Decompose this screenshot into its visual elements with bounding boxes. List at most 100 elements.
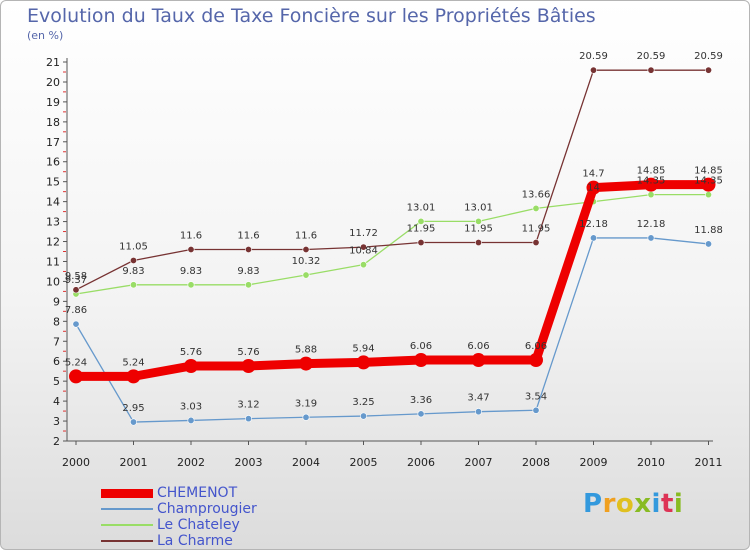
data-point-champrougier (302, 413, 310, 421)
data-label-le-chateley: 14.35 (694, 176, 723, 187)
data-point-la-charme (704, 66, 712, 74)
chart-unit-label: (en %) (27, 29, 64, 42)
data-point-champrougier (72, 320, 80, 328)
y-tick-label: 6 (53, 355, 60, 368)
x-tick-label: 2009 (580, 456, 608, 469)
data-label-chemenot: 5.88 (295, 345, 317, 356)
chart-data-labels: 7.86 2.95 3.03 3.12 3.19 3.25 3.36 3.47 3.54 12.1… (65, 51, 723, 414)
y-tick-label: 8 (53, 315, 60, 328)
data-point-le-chateley (704, 191, 712, 199)
data-label-champrougier: 3.03 (180, 401, 202, 412)
data-label-chemenot: 5.94 (352, 343, 374, 354)
legend-swatch-chemenot (101, 488, 153, 498)
data-point-chemenot (299, 356, 313, 371)
y-tick-label: 14 (46, 196, 60, 209)
y-tick-label: 20 (46, 76, 60, 89)
data-label-le-chateley: 13.01 (464, 202, 493, 213)
data-point-champrougier (359, 412, 367, 420)
series-line-chemenot (71, 180, 713, 381)
x-tick-label: 2006 (407, 456, 435, 469)
data-point-champrougier (245, 415, 253, 423)
data-label-la-charme: 20.59 (579, 51, 608, 62)
y-tick-label: 18 (46, 116, 60, 129)
legend-swatch-champrougier (101, 508, 153, 510)
data-point-champrougier (417, 410, 425, 418)
y-tick-label: 17 (46, 136, 60, 149)
data-label-la-charme: 11.72 (349, 228, 378, 239)
data-point-le-chateley (359, 261, 367, 269)
data-label-chemenot: 14.85 (637, 166, 666, 177)
data-point-la-charme (245, 246, 253, 254)
data-point-champrougier (704, 240, 712, 248)
legend-label-chemenot: CHEMENOT (157, 485, 238, 501)
x-tick-label: 2003 (235, 456, 263, 469)
series-line-champrougier (75, 237, 710, 423)
legend-label-le-chateley: Le Chateley (157, 517, 240, 533)
data-point-chemenot (184, 358, 198, 373)
y-tick-label: 4 (53, 395, 60, 408)
chart-axes: 2 3 4 5 6 7 8 9 10 11 12 13 14 15 16 17 18 19 20 21 2000 2001… (46, 56, 723, 469)
data-label-la-charme: 11.6 (180, 231, 202, 242)
data-point-chemenot (529, 353, 543, 368)
series-line-la-charme (75, 69, 710, 291)
y-tick-label: 3 (53, 415, 60, 428)
data-point-champrougier (187, 416, 195, 424)
legend-label-la-charme: La Charme (157, 533, 233, 549)
data-label-champrougier: 3.12 (237, 400, 259, 411)
data-point-la-charme (474, 239, 482, 247)
data-point-la-charme (72, 286, 80, 294)
data-point-le-chateley (245, 281, 253, 289)
data-point-chemenot (471, 353, 486, 368)
data-label-la-charme: 11.05 (119, 241, 148, 252)
y-tick-label: 12 (46, 236, 60, 249)
data-label-la-charme: 11.95 (464, 224, 493, 235)
data-label-champrougier: 11.88 (694, 225, 723, 236)
chart-series (69, 66, 716, 426)
x-tick-label: 2002 (177, 456, 205, 469)
x-tick-label: 2004 (292, 456, 320, 469)
x-tick-label: 2005 (350, 456, 378, 469)
data-label-le-chateley: 14 (587, 183, 600, 194)
y-tick-label: 9 (53, 295, 60, 308)
y-tick-label: 19 (46, 96, 60, 109)
data-point-la-charme (187, 246, 195, 254)
data-point-champrougier (647, 234, 655, 242)
data-label-le-chateley: 9.83 (237, 266, 259, 277)
data-point-champrougier (589, 234, 597, 242)
data-label-la-charme: 11.6 (295, 231, 317, 242)
data-label-chemenot: 6.06 (410, 341, 432, 352)
data-label-la-charme: 20.59 (694, 51, 723, 62)
data-label-le-chateley: 9.83 (122, 266, 144, 277)
data-label-champrougier: 2.95 (122, 403, 144, 414)
data-label-chemenot: 14.85 (694, 166, 723, 177)
y-tick-label: 2 (53, 435, 60, 448)
y-tick-label: 15 (46, 176, 60, 189)
data-point-chemenot (356, 355, 371, 370)
data-label-le-chateley: 13.01 (407, 202, 436, 213)
data-label-la-charme: 20.59 (637, 51, 666, 62)
data-label-la-charme: 11.95 (522, 224, 551, 235)
proxiti-logo: Proxiti (583, 489, 684, 519)
data-point-chemenot (414, 353, 428, 368)
data-label-champrougier: 3.25 (352, 397, 374, 408)
data-label-champrougier: 3.54 (525, 391, 547, 402)
y-tick-label: 11 (46, 255, 60, 268)
x-tick-label: 2000 (62, 456, 90, 469)
data-label-chemenot: 14.7 (582, 169, 604, 180)
data-point-le-chateley (417, 217, 425, 225)
data-label-chemenot: 6.06 (467, 341, 489, 352)
data-label-chemenot: 5.76 (237, 347, 259, 358)
data-label-chemenot: 5.76 (180, 347, 202, 358)
data-label-la-charme: 11.6 (237, 231, 259, 242)
x-tick-label: 2011 (695, 456, 723, 469)
data-point-chemenot (69, 369, 83, 384)
data-point-le-chateley (130, 281, 138, 289)
data-point-le-chateley (474, 217, 482, 225)
data-point-le-chateley (302, 271, 310, 279)
data-point-chemenot (126, 369, 141, 384)
legend-swatch-le-chateley (101, 524, 153, 526)
x-tick-label: 2001 (120, 456, 148, 469)
legend-swatch-la-charme (101, 540, 153, 542)
data-point-chemenot (241, 358, 256, 373)
